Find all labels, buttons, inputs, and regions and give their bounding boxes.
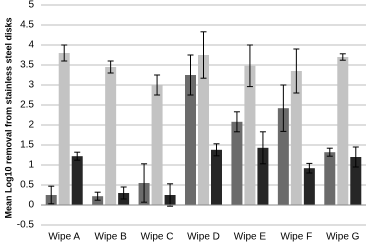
- bar: [105, 67, 117, 205]
- error-bar: [339, 53, 346, 61]
- y-tick-label: 3.5: [20, 60, 34, 71]
- error-bar: [154, 74, 161, 96]
- error-bar: [246, 44, 253, 88]
- error-bar: [48, 185, 55, 205]
- x-tick-label: Wipe F: [281, 232, 313, 243]
- bar: [350, 157, 362, 205]
- bar: [231, 121, 243, 205]
- y-tick-label: 0.5: [20, 180, 34, 191]
- error-bar: [233, 111, 240, 133]
- bar: [324, 152, 336, 205]
- error-bar: [259, 131, 266, 165]
- bar: [290, 71, 302, 205]
- error-bar: [293, 48, 300, 94]
- y-tick-label: 5: [28, 0, 34, 11]
- y-tick-label: 2.5: [20, 100, 34, 111]
- error-bar: [213, 143, 220, 157]
- error-bar: [107, 60, 114, 74]
- bar: [337, 57, 349, 205]
- bar: [277, 108, 289, 205]
- y-tick-label: 1.5: [20, 140, 34, 151]
- bar: [71, 156, 83, 205]
- error-bar: [74, 151, 81, 161]
- bar: [58, 53, 70, 205]
- error-bar: [120, 186, 127, 200]
- error-bar: [94, 191, 101, 201]
- x-tick-label: Wipe C: [141, 232, 174, 243]
- error-bar: [141, 163, 148, 203]
- x-tick-label: Wipe B: [95, 232, 128, 243]
- y-tick-label: 3: [28, 80, 34, 91]
- y-tick-label: 4: [28, 40, 34, 51]
- bar: [185, 75, 196, 205]
- y-tick-label: 2: [28, 120, 34, 131]
- bar: [198, 55, 209, 205]
- error-bar: [200, 31, 207, 79]
- error-bar: [326, 147, 333, 157]
- x-tick-label: Wipe D: [187, 232, 220, 243]
- error-bar: [61, 44, 68, 62]
- y-tick-label: 4.5: [20, 20, 34, 31]
- error-bar: [306, 162, 313, 174]
- x-tick-label: Wipe A: [48, 232, 80, 243]
- error-bar: [352, 146, 359, 168]
- bar: [211, 149, 222, 205]
- bar: [303, 168, 315, 205]
- bar: [257, 147, 269, 205]
- error-bar: [280, 84, 287, 132]
- x-tick-label: Wipe E: [234, 232, 267, 243]
- y-tick-label: 0: [28, 200, 34, 211]
- error-bar: [187, 54, 194, 96]
- x-tick-label: Wipe G: [326, 232, 360, 243]
- error-bar: [167, 183, 174, 207]
- y-axis-title: Mean Log10 removal from stainless steel …: [3, 17, 13, 218]
- y-tick-label: -0.5: [17, 220, 35, 231]
- y-tick-label: 1: [28, 160, 34, 171]
- bar: [151, 85, 163, 205]
- bar: [244, 65, 256, 205]
